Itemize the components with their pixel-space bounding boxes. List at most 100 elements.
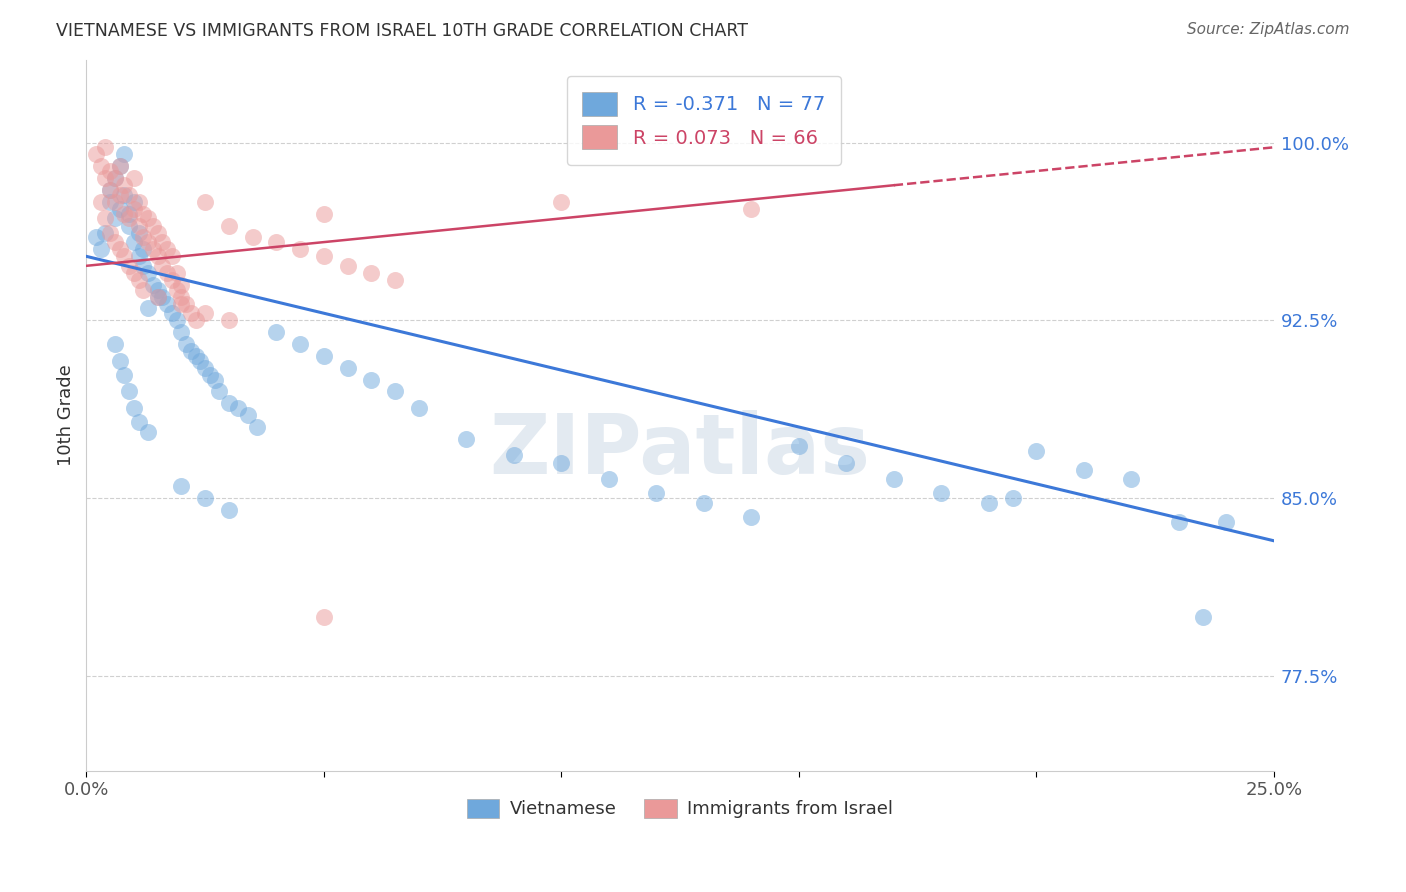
- Point: [94, 226, 117, 240]
- Point: [118, 259, 141, 273]
- Point: [132, 242, 155, 256]
- Point: [150, 259, 173, 273]
- Point: [122, 266, 145, 280]
- Point: [94, 211, 117, 226]
- Point: [136, 266, 159, 280]
- Point: [184, 313, 207, 327]
- Point: [1191, 609, 1213, 624]
- Point: [174, 297, 197, 311]
- Text: VIETNAMESE VS IMMIGRANTS FROM ISRAEL 10TH GRADE CORRELATION CHART: VIETNAMESE VS IMMIGRANTS FROM ISRAEL 10T…: [56, 22, 748, 40]
- Point: [122, 171, 145, 186]
- Point: [150, 290, 173, 304]
- Point: [740, 202, 762, 216]
- Point: [170, 325, 193, 339]
- Point: [132, 207, 155, 221]
- Point: [288, 242, 311, 256]
- Point: [112, 147, 135, 161]
- Text: Source: ZipAtlas.com: Source: ZipAtlas.com: [1187, 22, 1350, 37]
- Point: [142, 277, 165, 292]
- Point: [218, 503, 240, 517]
- Point: [160, 273, 183, 287]
- Point: [384, 273, 406, 287]
- Point: [1001, 491, 1024, 505]
- Point: [194, 491, 217, 505]
- Point: [1215, 515, 1237, 529]
- Point: [122, 401, 145, 415]
- Point: [336, 360, 359, 375]
- Point: [180, 306, 202, 320]
- Point: [84, 147, 107, 161]
- Legend: Vietnamese, Immigrants from Israel: Vietnamese, Immigrants from Israel: [460, 791, 901, 826]
- Point: [931, 486, 953, 500]
- Point: [122, 202, 145, 216]
- Point: [218, 396, 240, 410]
- Point: [118, 219, 141, 233]
- Point: [136, 425, 159, 439]
- Point: [550, 456, 572, 470]
- Point: [246, 420, 269, 434]
- Point: [156, 297, 179, 311]
- Point: [90, 194, 112, 209]
- Point: [122, 235, 145, 249]
- Point: [84, 230, 107, 244]
- Point: [226, 401, 249, 415]
- Point: [146, 249, 169, 263]
- Point: [194, 360, 217, 375]
- Point: [118, 187, 141, 202]
- Point: [128, 249, 150, 263]
- Point: [94, 140, 117, 154]
- Point: [1167, 515, 1189, 529]
- Point: [977, 496, 1000, 510]
- Point: [170, 479, 193, 493]
- Point: [132, 283, 155, 297]
- Point: [104, 337, 127, 351]
- Point: [118, 207, 141, 221]
- Point: [98, 164, 121, 178]
- Point: [136, 235, 159, 249]
- Point: [787, 439, 810, 453]
- Point: [384, 384, 406, 399]
- Point: [266, 325, 288, 339]
- Point: [146, 290, 169, 304]
- Point: [360, 373, 382, 387]
- Point: [236, 408, 259, 422]
- Point: [112, 249, 135, 263]
- Point: [128, 273, 150, 287]
- Point: [104, 235, 127, 249]
- Point: [156, 266, 179, 280]
- Point: [184, 349, 207, 363]
- Point: [108, 159, 131, 173]
- Point: [128, 226, 150, 240]
- Point: [174, 337, 197, 351]
- Point: [194, 306, 217, 320]
- Point: [208, 384, 231, 399]
- Point: [98, 194, 121, 209]
- Point: [336, 259, 359, 273]
- Point: [204, 373, 226, 387]
- Point: [128, 219, 150, 233]
- Point: [188, 353, 211, 368]
- Point: [98, 183, 121, 197]
- Point: [266, 235, 288, 249]
- Point: [550, 194, 572, 209]
- Point: [693, 496, 716, 510]
- Point: [112, 178, 135, 193]
- Point: [180, 344, 202, 359]
- Point: [1121, 472, 1143, 486]
- Point: [242, 230, 264, 244]
- Point: [312, 207, 335, 221]
- Point: [170, 277, 193, 292]
- Point: [170, 297, 193, 311]
- Point: [408, 401, 430, 415]
- Point: [132, 230, 155, 244]
- Point: [835, 456, 858, 470]
- Point: [128, 415, 150, 429]
- Point: [128, 194, 150, 209]
- Point: [456, 432, 478, 446]
- Point: [1073, 463, 1095, 477]
- Point: [122, 194, 145, 209]
- Point: [132, 259, 155, 273]
- Point: [502, 449, 524, 463]
- Point: [118, 384, 141, 399]
- Point: [146, 283, 169, 297]
